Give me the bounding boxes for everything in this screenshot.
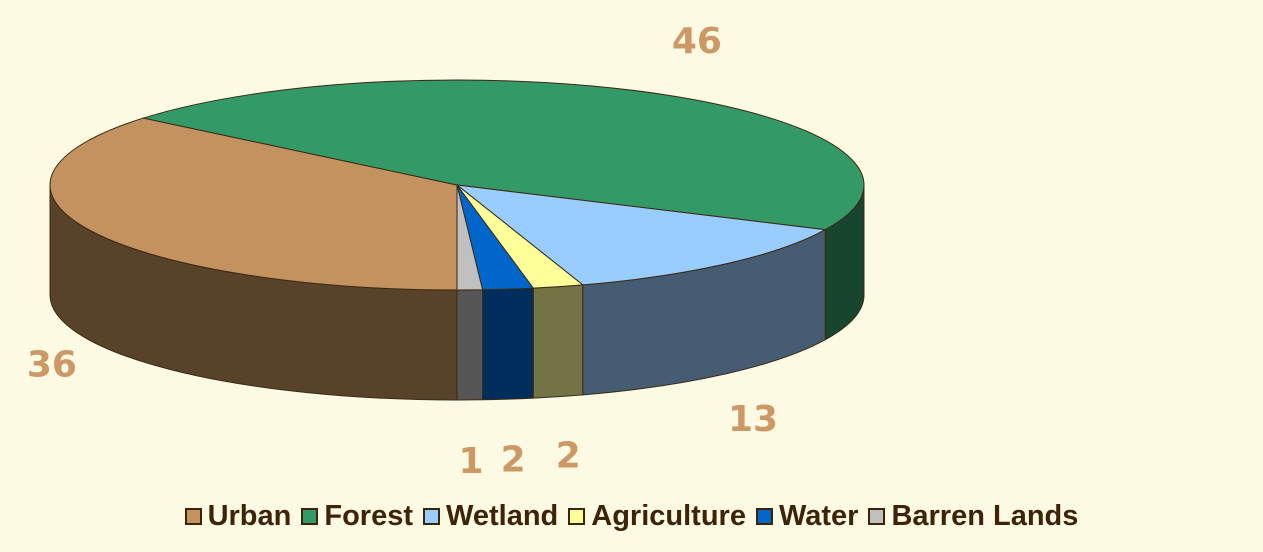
- legend-item: Urban: [184, 500, 292, 533]
- legend-swatch: [184, 508, 202, 525]
- value-label: 2: [501, 440, 526, 481]
- legend-label: Forest: [324, 500, 414, 532]
- legend-label: Agriculture: [591, 500, 746, 532]
- legend-item: Wetland: [423, 500, 558, 533]
- value-label: 1: [459, 441, 484, 482]
- legend-label: Urban: [207, 500, 292, 532]
- slice-sides: [49, 184, 865, 401]
- slice: [455, 184, 827, 286]
- legend-item: Forest: [301, 500, 413, 533]
- value-label: 36: [27, 345, 77, 386]
- slice-side: [482, 287, 534, 401]
- slice: [141, 79, 865, 231]
- value-label: 2: [556, 436, 581, 477]
- legend-swatch: [568, 508, 586, 525]
- legend-item: Barren Lands: [868, 500, 1078, 533]
- slice: [49, 117, 458, 291]
- value-label: 46: [672, 21, 722, 62]
- legend-label: Barren Lands: [891, 500, 1079, 532]
- legend-item: Water: [755, 500, 859, 533]
- slice-side: [532, 284, 584, 399]
- legend-swatch: [868, 508, 886, 525]
- slice: [456, 184, 484, 291]
- legend-label: Water: [778, 500, 859, 532]
- slice-side: [456, 289, 484, 401]
- legend-item: Agriculture: [568, 500, 746, 533]
- legend-label: Wetland: [446, 500, 559, 532]
- value-label: 13: [728, 399, 778, 440]
- legend-swatch: [301, 508, 319, 525]
- legend-swatch: [423, 508, 441, 525]
- legend: Urban Forest Wetland Agriculture Water Barren…: [0, 500, 1263, 533]
- legend-swatch: [755, 508, 773, 525]
